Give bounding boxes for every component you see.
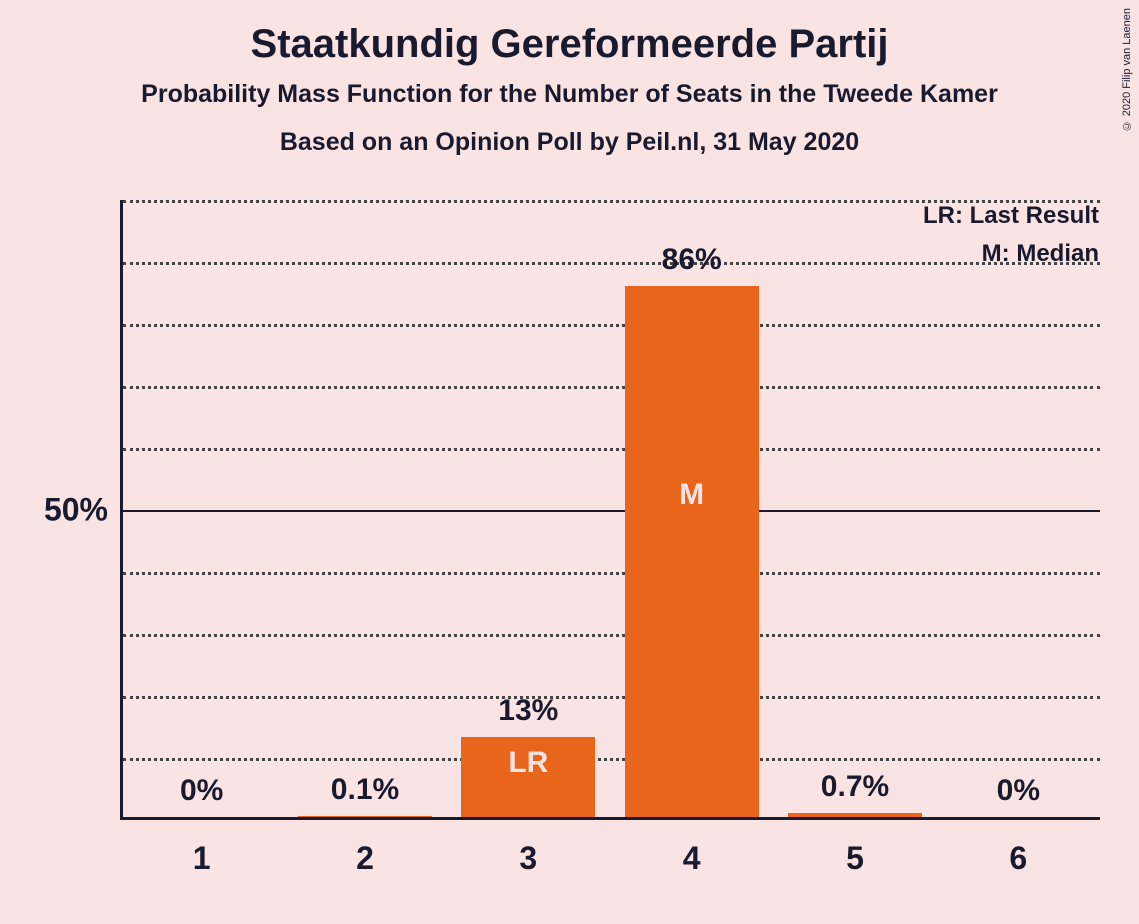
gridline-minor — [123, 324, 1100, 327]
gridline-major — [123, 510, 1100, 512]
x-tick-label: 4 — [683, 840, 701, 877]
bar-annotation: M — [679, 478, 704, 512]
gridline-minor — [123, 758, 1100, 761]
gridline-minor — [123, 572, 1100, 575]
x-tick-label: 2 — [356, 840, 374, 877]
copyright-text: © 2020 Filip van Laenen — [1121, 8, 1133, 131]
bar-value-label: 13% — [498, 694, 558, 728]
gridline-minor — [123, 386, 1100, 389]
bar-value-label: 0.1% — [331, 773, 399, 807]
y-axis — [120, 200, 123, 820]
x-axis — [120, 817, 1100, 820]
y-tick-label: 50% — [44, 492, 108, 529]
bar-value-label: 86% — [662, 243, 722, 277]
x-tick-label: 5 — [846, 840, 864, 877]
chart-title: Staatkundig Gereformeerde Partij — [0, 22, 1139, 67]
bar-value-label: 0% — [180, 774, 223, 808]
gridline-minor — [123, 262, 1100, 265]
gridline-minor — [123, 696, 1100, 699]
bar-value-label: 0% — [997, 774, 1040, 808]
bar-annotation: LR — [508, 746, 548, 780]
x-tick-label: 3 — [519, 840, 537, 877]
x-tick-label: 1 — [193, 840, 211, 877]
gridline-minor — [123, 634, 1100, 637]
bar — [625, 286, 759, 817]
chart-subtitle-2: Based on an Opinion Poll by Peil.nl, 31 … — [0, 128, 1139, 157]
x-tick-label: 6 — [1009, 840, 1027, 877]
gridline-minor — [123, 200, 1100, 203]
chart-subtitle-1: Probability Mass Function for the Number… — [0, 80, 1139, 109]
pmf-bar-chart: 50%0%10.1%213%LR386%M40.7%50%6 — [120, 200, 1100, 820]
bar-value-label: 0.7% — [821, 770, 889, 804]
gridline-minor — [123, 448, 1100, 451]
